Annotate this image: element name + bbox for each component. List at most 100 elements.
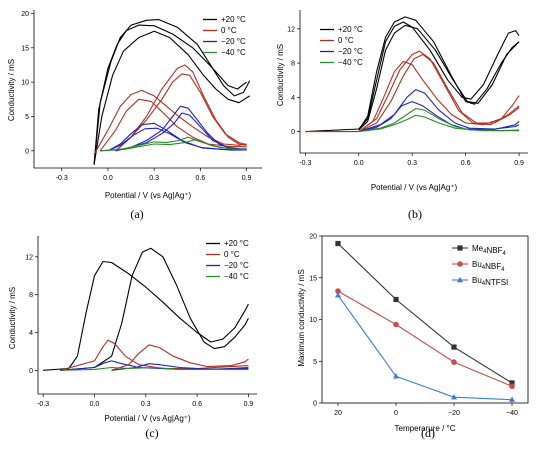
y-tick-label: 12	[25, 254, 33, 261]
y-tick-label: 8	[291, 61, 295, 68]
y-tick-label: 10	[309, 317, 317, 324]
y-axis-label: Maximum conductivity / mS	[297, 269, 306, 366]
series-line-3-1	[358, 114, 520, 133]
panel-label: (b)	[408, 207, 422, 221]
series-line-3-1	[100, 139, 247, 152]
legend-label: +20 °C	[224, 239, 249, 248]
series-line-1-3	[99, 98, 247, 152]
series-line-1-0	[305, 60, 520, 133]
data-point	[393, 296, 399, 303]
x-tick-label: −20	[448, 410, 460, 417]
panel-label: (c)	[145, 426, 158, 440]
series-line-3-0	[60, 366, 249, 371]
series-line-2-1	[358, 89, 520, 133]
data-point	[509, 380, 515, 386]
series-line-0-2	[93, 30, 250, 165]
y-tick-label: 8	[29, 292, 33, 299]
x-tick-label: 0.0	[103, 175, 113, 182]
series-line-1-0	[93, 89, 247, 155]
legend-marker	[457, 276, 463, 283]
data-point	[335, 240, 341, 247]
series-line-1-1	[111, 344, 249, 371]
legend-label: Me4NBF4	[472, 244, 506, 257]
y-tick-label: 10	[21, 80, 29, 87]
series-line-1	[337, 290, 513, 387]
x-tick-label: 0.9	[514, 160, 524, 167]
legend-label: −40 °C	[224, 272, 249, 281]
legend-label: −20 °C	[221, 37, 246, 46]
x-axis-label: Temperarure / °C	[395, 424, 456, 433]
y-tick-label: 4	[291, 95, 295, 102]
y-tick-label: 5	[313, 359, 317, 366]
series-line-1-1	[358, 50, 520, 133]
series-line-0-0	[305, 21, 520, 133]
data-point	[393, 321, 399, 328]
data-point	[335, 292, 341, 298]
series-line-0-2	[358, 24, 520, 131]
y-tick-label: 0	[313, 401, 317, 408]
series-line-1-2	[115, 73, 247, 152]
y-tick-label: 5	[25, 114, 29, 121]
x-tick-label: 0.6	[461, 160, 471, 167]
x-tick-label: 0.3	[149, 175, 159, 182]
series-line-2-1	[115, 105, 247, 152]
y-axis-label: Conductivity / mS	[7, 59, 16, 121]
x-tick-label: 0.6	[196, 175, 206, 182]
legend-label: −40 °C	[338, 58, 363, 67]
y-tick-label: 20	[21, 11, 29, 18]
legend-label: Bu4NBF4	[472, 260, 505, 273]
legend-label: 0 °C	[224, 250, 240, 259]
panel-label: (a)	[130, 207, 143, 221]
x-tick-label: 20	[334, 410, 342, 417]
data-point	[451, 344, 457, 350]
y-tick-label: 20	[309, 234, 317, 241]
x-tick-label: −40	[506, 410, 518, 417]
legend-label: +20 °C	[338, 25, 363, 34]
legend-label: Bu4NTFSI	[472, 276, 508, 287]
y-axis-label: Conductivity / mS	[276, 44, 285, 106]
data-point	[451, 359, 457, 365]
y-tick-label: 0	[25, 148, 29, 155]
x-axis-label: Potential / V (vs Ag|Ag⁺)	[371, 183, 458, 192]
series-line-0-0	[93, 24, 247, 165]
series-line-0-0	[43, 260, 249, 371]
x-tick-label: 0.0	[354, 160, 364, 167]
series-line-0-1	[60, 247, 249, 371]
x-tick-label: 0.3	[141, 401, 151, 408]
x-tick-label: -0.3	[56, 175, 68, 182]
x-tick-label: 0	[394, 410, 398, 417]
legend-marker	[457, 261, 463, 267]
data-point	[509, 383, 515, 390]
y-axis-label: Conductivity / mS	[8, 287, 17, 349]
series-line-0	[337, 243, 513, 384]
series-line-0-1	[93, 19, 251, 165]
panel-a: -0.3 0.0 0.3 0.6 0.9 0 5 10 15 20 Potential / V (v…	[7, 10, 262, 221]
y-tick-label: 0	[291, 129, 295, 136]
x-tick-label: 0.0	[90, 401, 100, 408]
series-line-2-3	[107, 127, 247, 152]
x-axis-label: Potential / V (vs Ag|Ag⁺)	[104, 414, 191, 423]
data-point	[393, 373, 399, 379]
legend-label: −20 °C	[224, 261, 249, 270]
legend-label: −40 °C	[221, 48, 246, 57]
legend-marker	[457, 245, 463, 251]
y-tick-label: 4	[29, 330, 33, 337]
series-line-1-0	[60, 339, 249, 371]
y-tick-label: 15	[309, 275, 317, 282]
panel-c: -0.3 0.0 0.3 0.6 0.9 0 4 8 12 Potential / V (vs A…	[8, 236, 257, 440]
panel-b: -0.3 0.0 0.3 0.6 0.9 0 4 8 12 Potential / V (vs A…	[276, 10, 528, 221]
y-tick-label: 12	[287, 26, 295, 33]
x-tick-label: 0.3	[407, 160, 417, 167]
data-point	[451, 393, 457, 400]
series-line-0-1	[358, 16, 520, 131]
x-tick-label: -0.3	[37, 401, 49, 408]
y-tick-label: 15	[21, 45, 29, 52]
x-tick-label: 0.9	[242, 175, 252, 182]
series-line-1-2	[358, 53, 520, 133]
series-line-2	[337, 294, 513, 401]
x-tick-label: 0.9	[244, 401, 254, 408]
legend-label: 0 °C	[221, 26, 237, 35]
x-axis-label: Potential / V (vs Ag|Ag⁺)	[105, 191, 192, 200]
legend-label: +20 °C	[221, 15, 246, 24]
